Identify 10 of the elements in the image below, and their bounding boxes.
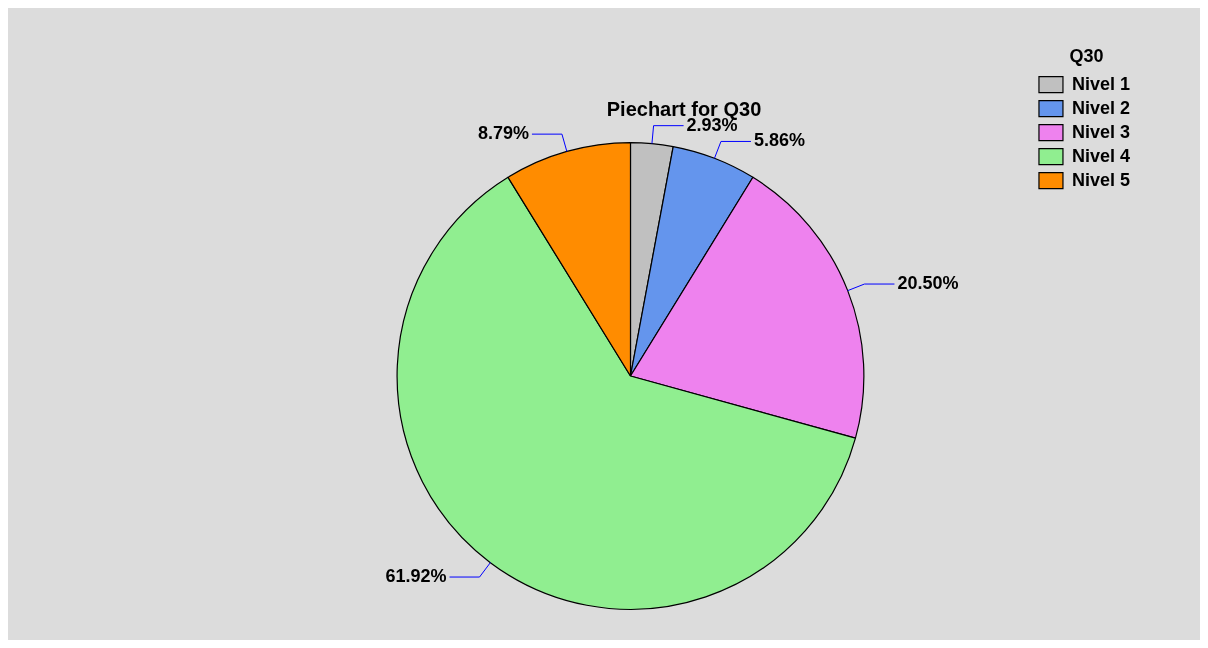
legend-title: Q30 — [1069, 45, 1104, 66]
legend-label: Nivel 2 — [1071, 97, 1131, 118]
legend-label: Nivel 1 — [1071, 73, 1131, 94]
data-label: 8.79% — [477, 123, 529, 144]
data-label: 61.92% — [385, 566, 447, 587]
legend-label: Nivel 3 — [1071, 121, 1131, 142]
data-label: 20.50% — [897, 273, 959, 294]
data-label: 5.86% — [753, 130, 806, 151]
legend-label: Nivel 5 — [1071, 169, 1131, 190]
legend-label: Nivel 4 — [1071, 145, 1131, 166]
